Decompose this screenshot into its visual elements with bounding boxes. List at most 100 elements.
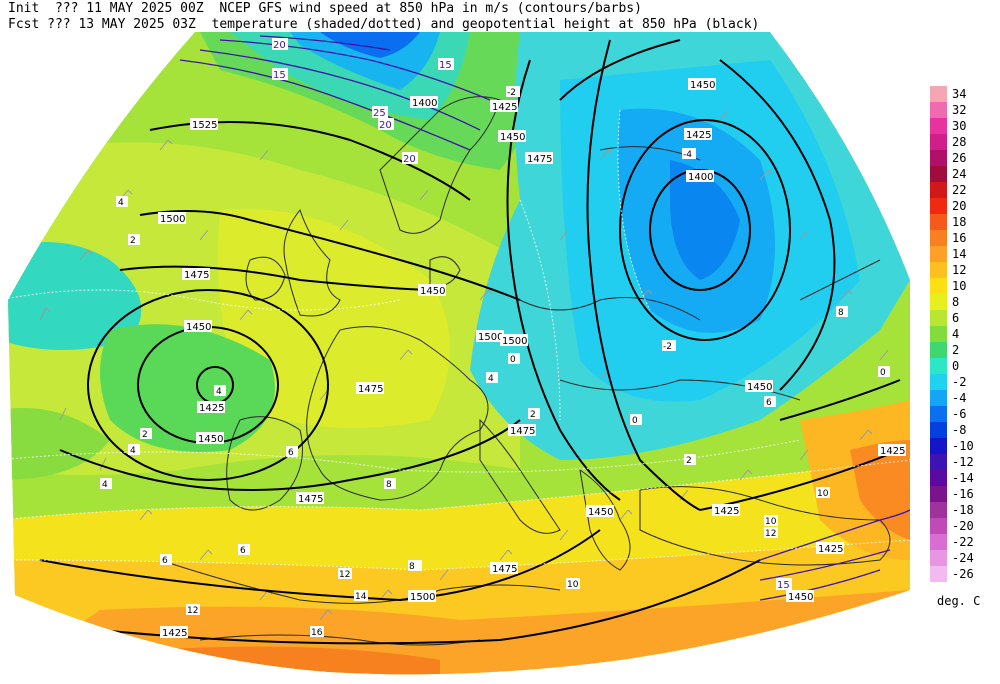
svg-text:0: 0 bbox=[880, 368, 886, 378]
legend-label: -20 bbox=[952, 519, 974, 533]
height-label: 1425 bbox=[684, 128, 712, 141]
svg-text:15: 15 bbox=[777, 580, 790, 591]
legend-label: 20 bbox=[952, 199, 967, 213]
legend-swatch bbox=[930, 102, 947, 118]
svg-text:1450: 1450 bbox=[198, 434, 223, 445]
svg-text:-4: -4 bbox=[683, 150, 692, 160]
height-label: 1425 bbox=[197, 401, 225, 414]
legend-label: -8 bbox=[952, 423, 967, 437]
legend-swatch bbox=[930, 214, 947, 230]
legend-swatch bbox=[930, 454, 947, 470]
height-label: 1450 bbox=[184, 320, 212, 333]
svg-text:6: 6 bbox=[766, 398, 772, 408]
svg-text:14: 14 bbox=[355, 592, 367, 602]
legend-label: -12 bbox=[952, 455, 974, 469]
svg-text:1425: 1425 bbox=[714, 506, 739, 517]
svg-text:1450: 1450 bbox=[420, 286, 445, 297]
wind-label: 20 bbox=[272, 38, 288, 51]
wind-label: 20 bbox=[378, 118, 394, 131]
height-label: 1425 bbox=[160, 626, 188, 639]
legend-label: 6 bbox=[952, 311, 960, 325]
legend-row: -4 bbox=[928, 390, 988, 406]
legend-label: 18 bbox=[952, 215, 967, 229]
legend-swatch bbox=[930, 150, 947, 166]
svg-text:1450: 1450 bbox=[788, 592, 813, 603]
height-label: 1450 bbox=[418, 284, 446, 297]
svg-text:2: 2 bbox=[142, 430, 148, 440]
legend-label: 30 bbox=[952, 119, 967, 133]
svg-text:8: 8 bbox=[386, 480, 392, 490]
legend-swatch bbox=[930, 134, 947, 150]
svg-text:2: 2 bbox=[130, 236, 136, 246]
legend-row: -10 bbox=[928, 438, 988, 454]
svg-text:1425: 1425 bbox=[818, 544, 843, 555]
svg-text:1500: 1500 bbox=[160, 214, 185, 225]
svg-text:10: 10 bbox=[567, 580, 579, 590]
temp-label: 6 bbox=[286, 446, 298, 458]
legend-label: -16 bbox=[952, 487, 974, 501]
legend-label: 10 bbox=[952, 279, 967, 293]
legend-row: -20 bbox=[928, 518, 988, 534]
legend-row: -26 bbox=[928, 566, 988, 582]
temp-label-group: 4 2 4 6 8 6 4 2 0 -2 -4 -2 0 2 4 6 8 10 … bbox=[100, 86, 890, 638]
legend-row: -18 bbox=[928, 502, 988, 518]
temp-label: 8 bbox=[408, 560, 422, 572]
temp-label: 8 bbox=[384, 478, 396, 490]
legend-swatch bbox=[930, 470, 947, 486]
temp-label: 0 bbox=[508, 353, 520, 365]
height-label: 1500 bbox=[158, 212, 186, 225]
temp-label: 16 bbox=[310, 626, 324, 638]
wind-label: 15 bbox=[438, 58, 454, 71]
svg-text:12: 12 bbox=[187, 606, 198, 616]
legend-swatch bbox=[930, 230, 947, 246]
svg-text:10: 10 bbox=[765, 517, 777, 527]
svg-text:12: 12 bbox=[339, 570, 350, 580]
legend-row: 16 bbox=[928, 230, 988, 246]
legend-row: 20 bbox=[928, 198, 988, 214]
temp-label: 10 bbox=[566, 578, 580, 590]
legend-label: 0 bbox=[952, 359, 960, 373]
svg-text:1475: 1475 bbox=[492, 564, 517, 575]
legend-row: 30 bbox=[928, 118, 988, 134]
height-label: 1450 bbox=[786, 590, 814, 603]
legend-swatch bbox=[930, 502, 947, 518]
height-label: 1450 bbox=[688, 78, 716, 91]
legend-row: 12 bbox=[928, 262, 988, 278]
legend-swatch bbox=[930, 294, 947, 310]
legend-units: deg. C bbox=[937, 594, 981, 608]
legend-swatch bbox=[930, 406, 947, 422]
svg-text:1425: 1425 bbox=[686, 130, 711, 141]
svg-text:8: 8 bbox=[838, 308, 844, 318]
legend-label: 16 bbox=[952, 231, 967, 245]
svg-text:1450: 1450 bbox=[500, 132, 525, 143]
svg-text:1400: 1400 bbox=[412, 98, 437, 109]
temp-label: 8 bbox=[836, 306, 848, 318]
temp-label: 2 bbox=[684, 454, 696, 466]
legend-label: 32 bbox=[952, 103, 967, 117]
svg-text:15: 15 bbox=[273, 70, 286, 81]
legend-row: 26 bbox=[928, 150, 988, 166]
height-label-group: 1525 1500 1475 1450 1425 1400 1450 1425 … bbox=[158, 78, 906, 639]
height-label: 1450 bbox=[586, 505, 614, 518]
temp-label: 6 bbox=[160, 554, 172, 566]
svg-text:1425: 1425 bbox=[199, 403, 224, 414]
svg-text:1475: 1475 bbox=[527, 154, 552, 165]
legend-swatch bbox=[930, 166, 947, 182]
wind-label: 15 bbox=[272, 68, 288, 81]
legend-swatch bbox=[930, 118, 947, 134]
height-label: 1525 bbox=[190, 118, 218, 131]
temp-label: 6 bbox=[238, 544, 250, 556]
legend-label: 2 bbox=[952, 343, 960, 357]
temp-label: 4 bbox=[128, 444, 140, 456]
legend-swatch bbox=[930, 278, 947, 294]
header-line-init: Init ??? 11 MAY 2025 00Z NCEP GFS wind s… bbox=[8, 1, 642, 16]
svg-text:20: 20 bbox=[379, 120, 392, 131]
legend-swatch bbox=[930, 486, 947, 502]
legend-label: 14 bbox=[952, 247, 967, 261]
legend-swatch bbox=[930, 326, 947, 342]
legend-row: 6 bbox=[928, 310, 988, 326]
svg-text:1475: 1475 bbox=[184, 270, 209, 281]
svg-text:1450: 1450 bbox=[588, 507, 613, 518]
